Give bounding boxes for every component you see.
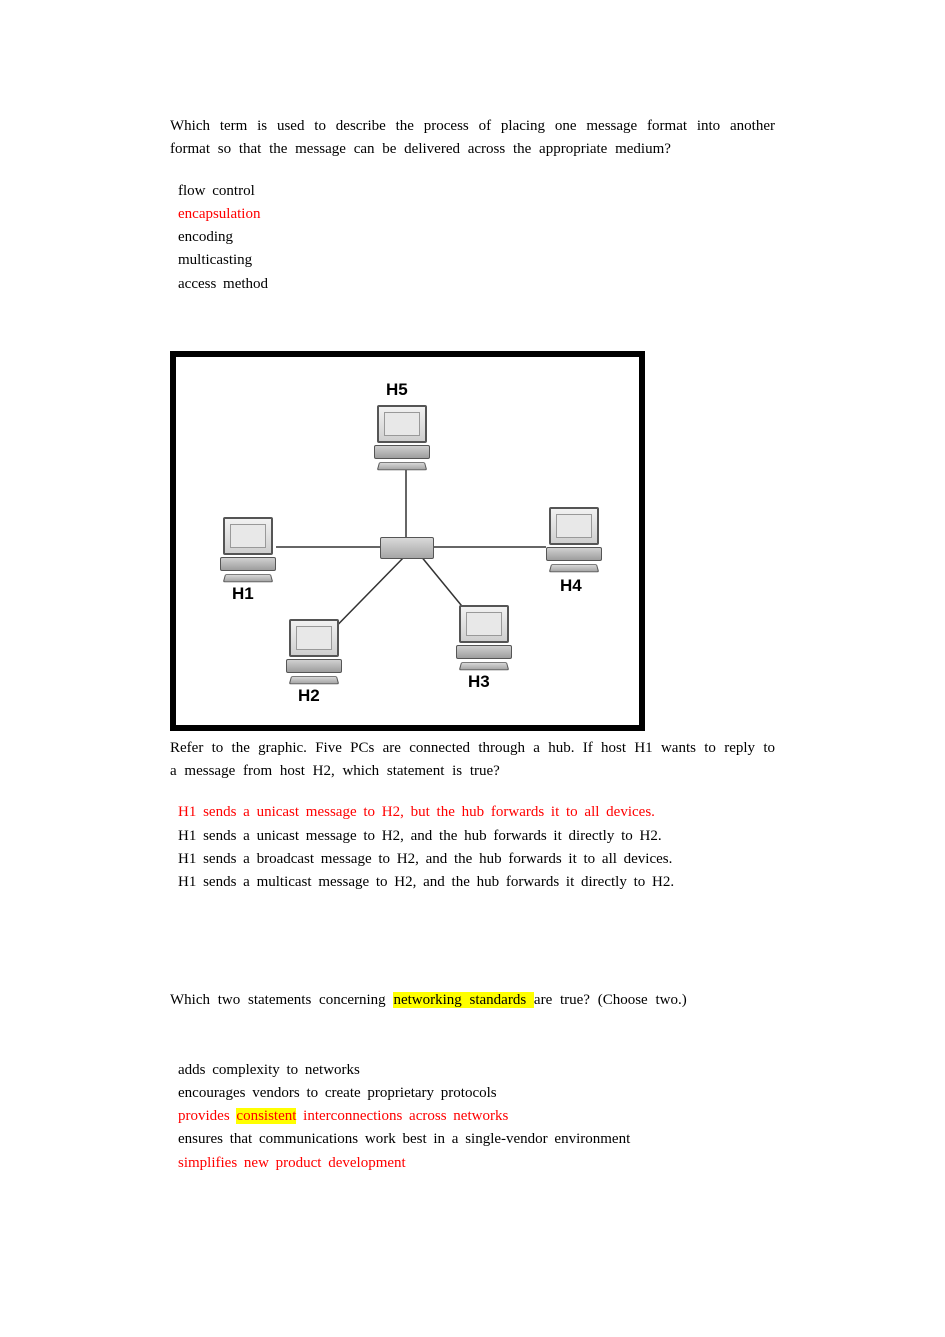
pc-h5-label: H5	[386, 377, 408, 403]
pc-h4-label: H4	[560, 573, 582, 599]
q3-options: adds complexity to networks encourages v…	[178, 1059, 775, 1175]
pc-h2-icon	[286, 619, 342, 677]
q1-question-text: Which term is used to describe the proce…	[170, 115, 775, 162]
q1-option-a: flow control	[178, 180, 775, 203]
q3-option-c: provides consistent interconnections acr…	[178, 1105, 775, 1128]
pc-h1-label: H1	[232, 581, 254, 607]
q3-option-e: simplifies new product development	[178, 1152, 775, 1175]
document-page: Which term is used to describe the proce…	[0, 0, 945, 1295]
q2-option-a: H1 sends a unicast message to H2, but th…	[178, 801, 775, 824]
spacer	[170, 1031, 775, 1059]
pc-h2-label: H2	[298, 683, 320, 709]
q3-text-pre: Which two statements concerning	[170, 992, 393, 1008]
hub-icon	[380, 537, 434, 559]
q3-text-highlight: networking standards	[393, 992, 533, 1008]
q1-option-b: encapsulation	[178, 203, 775, 226]
q2-option-d: H1 sends a multicast message to H2, and …	[178, 871, 775, 894]
q3-option-a: adds complexity to networks	[178, 1059, 775, 1082]
q3-option-c-post: interconnections across networks	[296, 1108, 508, 1124]
q1-option-c: encoding	[178, 226, 775, 249]
q3-option-c-pre: provides	[178, 1108, 236, 1124]
q2-option-b: H1 sends a unicast message to H2, and th…	[178, 825, 775, 848]
q1-option-d: multicasting	[178, 249, 775, 272]
network-diagram: H5 H1 H4 H2 H3	[170, 351, 775, 731]
pc-h3-icon	[456, 605, 512, 663]
diagram-frame: H5 H1 H4 H2 H3	[170, 351, 645, 731]
q3-option-d: ensures that communications work best in…	[178, 1128, 775, 1151]
pc-h1-icon	[220, 517, 276, 575]
q1-option-e: access method	[178, 273, 775, 296]
spacer	[170, 934, 775, 989]
q2-options: H1 sends a unicast message to H2, but th…	[178, 801, 775, 894]
q1-options: flow control encapsulation encoding mult…	[178, 180, 775, 296]
q3-option-b: encourages vendors to create proprietary…	[178, 1082, 775, 1105]
pc-h5-icon	[374, 405, 430, 463]
q3-question-text: Which two statements concerning networki…	[170, 989, 775, 1012]
q2-option-c: H1 sends a broadcast message to H2, and …	[178, 848, 775, 871]
q2-question-text: Refer to the graphic. Five PCs are conne…	[170, 737, 775, 784]
pc-h3-label: H3	[468, 669, 490, 695]
pc-h4-icon	[546, 507, 602, 565]
q3-text-post: are true? (Choose two.)	[534, 992, 687, 1008]
q3-option-c-highlight: consistent	[236, 1108, 296, 1124]
